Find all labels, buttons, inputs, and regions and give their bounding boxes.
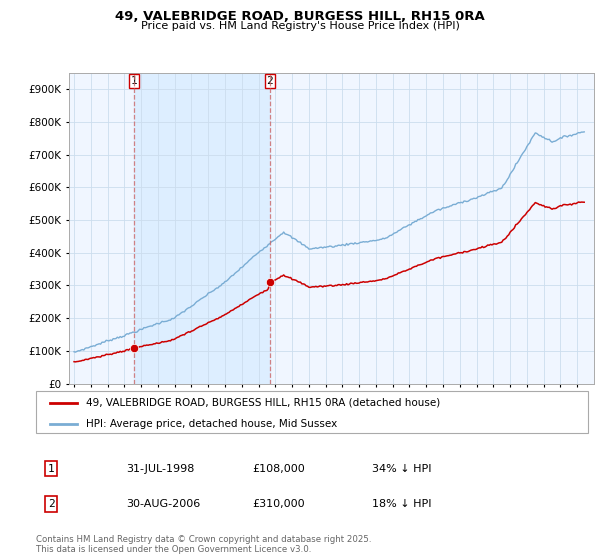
Text: 18% ↓ HPI: 18% ↓ HPI <box>372 499 431 509</box>
FancyBboxPatch shape <box>36 391 588 433</box>
Text: 49, VALEBRIDGE ROAD, BURGESS HILL, RH15 0RA: 49, VALEBRIDGE ROAD, BURGESS HILL, RH15 … <box>115 10 485 23</box>
Text: HPI: Average price, detached house, Mid Sussex: HPI: Average price, detached house, Mid … <box>86 418 337 428</box>
Text: 1: 1 <box>47 464 55 474</box>
Text: £310,000: £310,000 <box>252 499 305 509</box>
Text: 2: 2 <box>47 499 55 509</box>
Text: 2: 2 <box>266 76 273 86</box>
Text: Contains HM Land Registry data © Crown copyright and database right 2025.
This d: Contains HM Land Registry data © Crown c… <box>36 535 371 554</box>
Text: 1: 1 <box>131 76 137 86</box>
Text: 30-AUG-2006: 30-AUG-2006 <box>126 499 200 509</box>
Text: 49, VALEBRIDGE ROAD, BURGESS HILL, RH15 0RA (detached house): 49, VALEBRIDGE ROAD, BURGESS HILL, RH15 … <box>86 398 440 408</box>
Text: Price paid vs. HM Land Registry's House Price Index (HPI): Price paid vs. HM Land Registry's House … <box>140 21 460 31</box>
Text: 34% ↓ HPI: 34% ↓ HPI <box>372 464 431 474</box>
Text: 31-JUL-1998: 31-JUL-1998 <box>126 464 194 474</box>
Bar <box>134 73 269 384</box>
Text: £108,000: £108,000 <box>252 464 305 474</box>
